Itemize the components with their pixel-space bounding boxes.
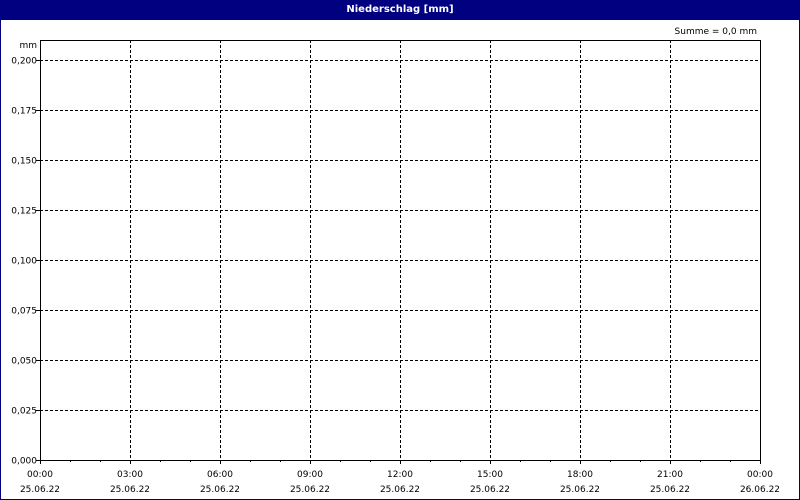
y-tick-label: 0,025 — [11, 407, 37, 417]
x-tick-label-time: 15:00 — [477, 470, 503, 480]
sum-annotation: Summe = 0,0 mm — [675, 27, 757, 37]
x-tick-label-date: 25.06.22 — [200, 485, 240, 495]
x-tick-label-time: 00:00 — [27, 470, 53, 480]
x-tick-label-time: 03:00 — [117, 470, 143, 480]
y-tick-label: 0,075 — [11, 307, 37, 317]
x-tick-label-date: 25.06.22 — [560, 485, 600, 495]
x-tick-label-time: 12:00 — [387, 470, 413, 480]
y-tick-label: 0,000 — [11, 457, 37, 467]
x-tick-label-date: 25.06.22 — [290, 485, 330, 495]
y-tick-label: 0,175 — [11, 107, 37, 117]
x-tick-label-date: 25.06.22 — [650, 485, 690, 495]
x-tick-label-time: 18:00 — [567, 470, 593, 480]
y-tick-label: 0,050 — [11, 357, 37, 367]
x-tick-label-time: 00:00 — [747, 470, 773, 480]
x-tick-label-time: 09:00 — [297, 470, 323, 480]
y-axis-label: mm — [19, 41, 37, 51]
y-tick-label: 0,125 — [11, 207, 37, 217]
y-tick-label: 0,100 — [11, 257, 37, 267]
chart-title: Niederschlag [mm] — [0, 0, 800, 20]
x-tick-label-date: 25.06.22 — [470, 485, 510, 495]
y-tick-label: 0,150 — [11, 157, 37, 167]
x-tick-label-date: 26.06.22 — [740, 485, 780, 495]
x-tick-label-date: 25.06.22 — [380, 485, 420, 495]
plot-area — [40, 40, 761, 461]
x-tick-label-time: 06:00 — [207, 470, 233, 480]
x-tick-label-time: 21:00 — [657, 470, 683, 480]
x-tick-label-date: 25.06.22 — [20, 485, 60, 495]
y-tick-label: 0,200 — [11, 57, 37, 67]
x-tick-label-date: 25.06.22 — [110, 485, 150, 495]
